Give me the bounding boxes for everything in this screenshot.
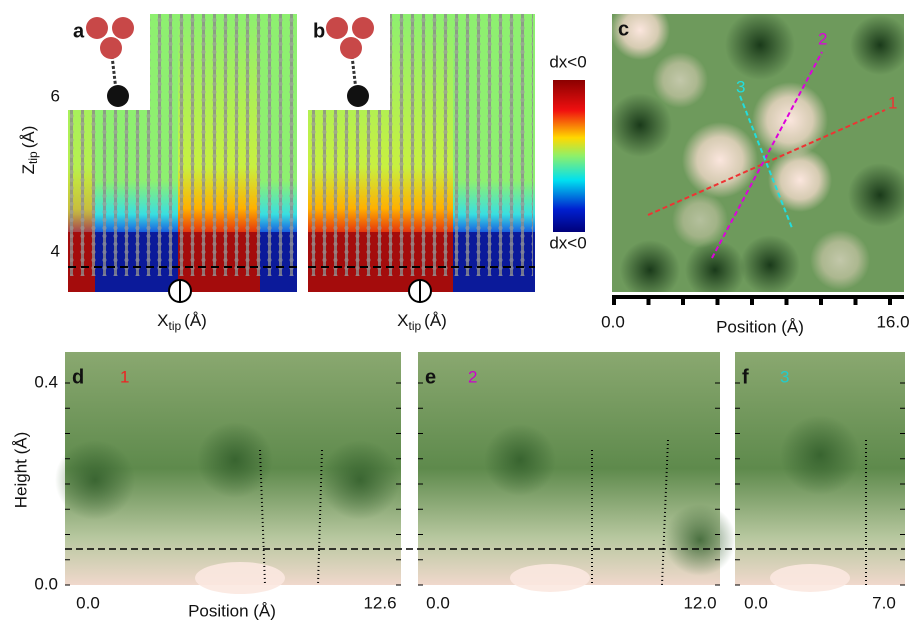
x-axis-label: Xtip(Å) (397, 311, 447, 333)
tspan: tip (168, 319, 181, 333)
panel-label: c (618, 18, 629, 40)
panel-label: a (73, 20, 85, 42)
x-axis-label: Position (Å) (716, 317, 804, 336)
ellipse (770, 564, 850, 592)
circle (682, 122, 758, 198)
circle (752, 82, 828, 158)
x-tick-label: 0.0 (601, 312, 625, 331)
x-axis-label: Position (Å) (188, 601, 276, 620)
panel-label: b (313, 20, 325, 42)
x-tick-label: 12.6 (363, 593, 396, 612)
circle (320, 440, 400, 520)
circle (850, 15, 910, 75)
panel-label: d (72, 366, 84, 388)
y-tick-label: 4 (51, 241, 60, 260)
circle (484, 424, 556, 496)
x-tick-label: 7.0 (872, 593, 896, 612)
figure: a b 6 4 Ztip(Å) Xtip(Å) Xtip(Å) dx<0 dx<… (0, 0, 915, 625)
x-tick-label: 16.0 (876, 312, 909, 331)
panel-label: f (742, 366, 749, 388)
circle (768, 148, 832, 212)
height-panels: d 1 e 2 f 3 0.4 0.0 Height (Å) 0.0 12.6 … (11, 352, 905, 620)
line-label: 1 (120, 367, 129, 386)
circle (848, 163, 912, 227)
line-label: 2 (468, 367, 477, 386)
x-axis-label: Xtip(Å) (157, 311, 207, 333)
circle (780, 415, 860, 495)
circle (740, 235, 800, 295)
x-tick-label: 0.0 (76, 593, 100, 612)
x-tick-label: 0.0 (744, 593, 768, 612)
panel-a: a (68, 14, 297, 292)
tspan: (Å) (184, 311, 207, 330)
circle (725, 10, 795, 80)
g (612, 297, 904, 305)
y-axis-label: Height (Å) (11, 432, 30, 509)
y-axis-label: Ztip (Å) (19, 126, 40, 175)
rect (553, 80, 585, 232)
y-tick-label: 6 (51, 86, 60, 105)
line-label: 2 (818, 29, 827, 48)
circle (55, 440, 135, 520)
panel-b: b (308, 14, 535, 292)
circle (664, 504, 736, 576)
panel-label: e (425, 366, 436, 388)
circle (810, 230, 870, 290)
x-tick-label: 12.0 (683, 593, 716, 612)
colorbar-label: dx<0 (549, 52, 586, 71)
y-tick-label: 0.4 (34, 372, 58, 391)
x-tick-label: 0.0 (426, 593, 450, 612)
y-tick-label: 0.0 (34, 574, 58, 593)
line-label: 3 (736, 77, 745, 96)
tspan: (Å) (19, 126, 38, 149)
g (608, 0, 912, 300)
line-label: 1 (888, 93, 897, 112)
circle (685, 240, 745, 300)
tspan: X (157, 311, 168, 330)
colorbar: dx<0 dx<0 (549, 52, 586, 252)
tspan: tip (408, 319, 421, 333)
circle (620, 240, 680, 300)
line-label: 3 (780, 367, 789, 386)
circle (652, 52, 708, 108)
ellipse (510, 564, 590, 592)
panel-c: c 1 2 3 0.0 16.0 Position (Å) (601, 0, 912, 336)
tspan: X (397, 311, 408, 330)
ellipse (195, 562, 285, 594)
tspan: Z (19, 164, 38, 174)
colorbar-label: dx<0 (549, 233, 586, 252)
tspan: tip (26, 151, 40, 164)
circle (608, 93, 672, 157)
tspan: (Å) (424, 311, 447, 330)
